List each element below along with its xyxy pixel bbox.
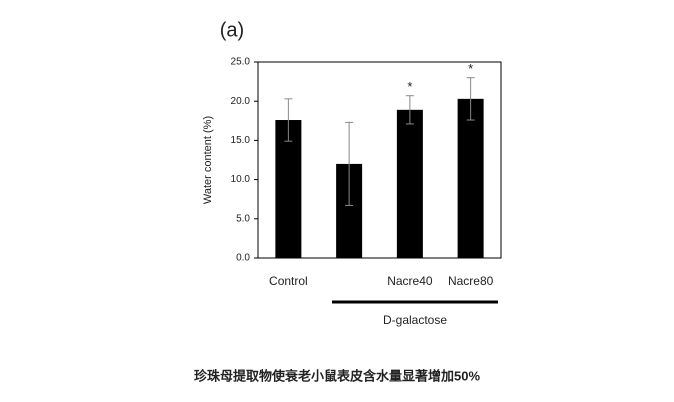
y-tick-label: 5.0 [236, 213, 250, 224]
error-bar [466, 77, 475, 121]
x-tick-label: Nacre80 [448, 274, 494, 288]
significance-mark: * [468, 61, 473, 76]
plot-frame [257, 61, 502, 259]
y-tick-label: 25.0 [231, 57, 251, 68]
y-tick-label: 15.0 [231, 135, 251, 146]
x-tick-label: Control [269, 274, 308, 288]
bar [457, 98, 484, 259]
caption: 珍珠母提取物使衰老小鼠表皮含水量显著增加50% [194, 368, 480, 383]
bar [396, 109, 423, 258]
panel-label: (a) [220, 19, 244, 41]
x-tick-label: Nacre40 [387, 274, 433, 288]
y-tick-label: 10.0 [231, 174, 251, 185]
error-bar [405, 95, 414, 125]
group-label: D-galactose [383, 313, 447, 327]
error-bar [284, 98, 293, 142]
bar [275, 120, 302, 259]
y-tick-label: 20.0 [231, 96, 251, 107]
y-axis-label: Water content (%) [202, 116, 214, 204]
error-bar [345, 121, 354, 206]
y-tick-label: 0.0 [236, 253, 250, 264]
significance-mark: * [407, 79, 412, 94]
